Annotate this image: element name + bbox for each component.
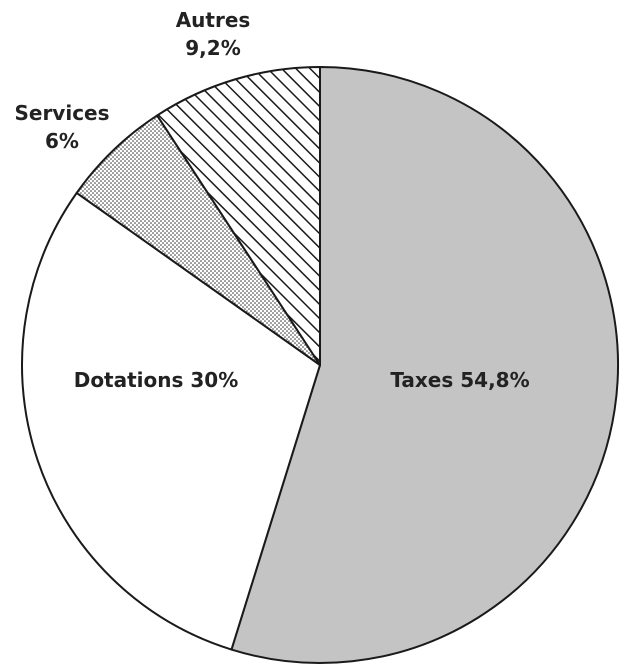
slice-dotations	[20, 191, 321, 651]
label-dotations: Dotations 30%	[74, 368, 239, 392]
slice-autres	[156, 66, 321, 366]
label-autres: Autres	[176, 8, 251, 32]
label-taxes: Taxes 54,8%	[390, 368, 529, 392]
slice-taxes	[230, 66, 619, 664]
label-autres-value: 9,2%	[185, 36, 240, 60]
label-services-value: 6%	[45, 129, 79, 153]
label-services: Services	[14, 101, 109, 125]
